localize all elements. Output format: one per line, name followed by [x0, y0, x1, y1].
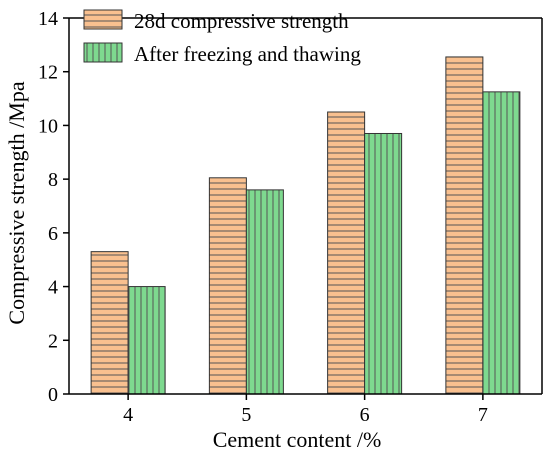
y-tick-label: 0 — [48, 384, 58, 406]
bar-28d-5 — [208, 177, 247, 395]
legend-swatch-freeze-thaw — [83, 42, 123, 63]
y-tick-label: 2 — [48, 330, 58, 352]
bars-group — [90, 56, 521, 395]
legend: 28d compressive strength After freezing … — [83, 9, 361, 66]
x-ticks: 4 5 6 7 — [123, 394, 488, 426]
y-ticks: 0 2 4 6 8 10 12 14 — [38, 8, 69, 406]
bar-freeze-thaw-4 — [127, 286, 166, 395]
y-tick-label: 8 — [48, 169, 58, 191]
bar-freeze-thaw-5 — [245, 189, 284, 395]
bar-freeze-thaw-6 — [364, 132, 403, 395]
x-axis-label: Cement content /% — [213, 427, 382, 452]
legend-label-freeze-thaw: After freezing and thawing — [134, 42, 361, 66]
bar-28d-6 — [327, 111, 366, 395]
legend-swatch-28d — [83, 9, 123, 30]
y-tick-label: 12 — [38, 62, 58, 84]
x-tick-label: 4 — [123, 404, 133, 426]
x-tick-label: 7 — [478, 404, 488, 426]
bar-28d-7 — [445, 56, 484, 395]
y-tick-label: 4 — [48, 277, 58, 299]
x-tick-label: 6 — [360, 404, 370, 426]
bar-28d-4 — [90, 251, 129, 395]
y-tick-label: 14 — [38, 8, 58, 30]
plot-frame — [68, 17, 543, 395]
y-tick-label: 6 — [48, 223, 58, 245]
y-tick-label: 10 — [38, 115, 58, 137]
x-tick-label: 5 — [241, 404, 251, 426]
legend-label-28d: 28d compressive strength — [134, 9, 349, 33]
y-axis-label: Compressive strength /Mpa — [4, 81, 29, 324]
bar-freeze-thaw-7 — [482, 91, 521, 395]
